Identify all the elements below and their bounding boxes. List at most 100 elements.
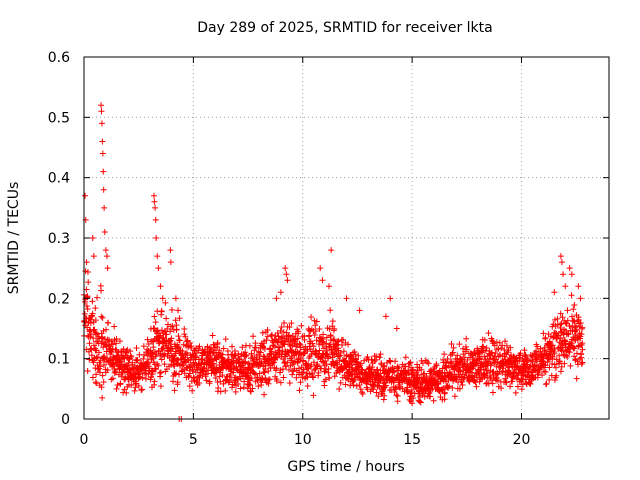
y-axis-label: SRMTID / TECUs — [6, 182, 22, 295]
data-point — [152, 366, 159, 373]
data-point — [373, 353, 380, 360]
data-point — [161, 361, 168, 368]
data-point — [114, 381, 121, 388]
data-point — [273, 377, 280, 384]
data-point — [301, 336, 308, 343]
data-point — [410, 370, 417, 377]
data-point — [217, 378, 224, 385]
data-point — [256, 352, 263, 359]
data-point — [151, 198, 158, 205]
data-point — [190, 374, 197, 381]
data-point — [553, 356, 560, 363]
data-point — [101, 228, 108, 235]
data-point — [419, 360, 426, 367]
data-point — [308, 351, 315, 358]
data-point — [387, 295, 394, 302]
data-point — [140, 343, 147, 350]
data-point — [138, 387, 145, 394]
data-point — [333, 365, 340, 372]
data-point — [158, 327, 165, 334]
data-point — [281, 320, 288, 327]
data-point — [540, 330, 547, 337]
data-point — [228, 377, 234, 384]
data-point — [187, 363, 194, 370]
data-point — [286, 341, 293, 348]
data-point — [157, 373, 164, 380]
data-point — [523, 355, 530, 362]
data-point — [133, 357, 140, 364]
data-point — [258, 359, 265, 366]
data-point — [90, 253, 97, 260]
data-point — [306, 327, 313, 334]
data-point — [93, 354, 100, 361]
data-point — [561, 337, 568, 344]
data-point — [506, 370, 513, 377]
data-point — [397, 385, 404, 392]
data-point — [102, 247, 109, 254]
data-point — [374, 366, 381, 373]
data-point — [100, 362, 107, 369]
data-point — [379, 388, 386, 395]
data-point — [312, 322, 319, 329]
data-point — [492, 359, 499, 366]
data-point — [230, 359, 237, 366]
data-point — [318, 365, 325, 372]
data-point — [144, 336, 151, 343]
data-point — [472, 379, 479, 386]
data-point — [518, 386, 525, 393]
data-point — [151, 381, 158, 388]
data-point — [441, 351, 448, 358]
data-point — [151, 378, 158, 385]
data-point — [87, 327, 94, 334]
data-point — [396, 383, 403, 390]
data-point — [92, 305, 99, 312]
data-point — [241, 358, 248, 365]
data-point — [97, 363, 104, 370]
data-point — [454, 360, 461, 367]
data-point — [280, 329, 287, 336]
data-point — [173, 370, 180, 377]
data-point — [97, 369, 104, 376]
data-point — [294, 335, 301, 342]
data-point — [262, 366, 269, 373]
data-point — [534, 374, 541, 381]
data-point — [331, 373, 338, 380]
data-point — [310, 392, 317, 399]
y-tick-label: 0.3 — [48, 231, 70, 247]
data-point — [410, 395, 417, 402]
data-point — [140, 355, 147, 362]
data-point — [91, 326, 98, 333]
data-point — [353, 382, 360, 389]
data-point — [90, 342, 97, 349]
data-point — [422, 357, 429, 364]
data-point — [549, 342, 556, 349]
data-point — [297, 344, 304, 351]
data-point — [230, 369, 237, 376]
data-point — [196, 380, 203, 387]
data-point — [164, 325, 171, 332]
data-point — [393, 325, 400, 332]
data-point — [524, 357, 531, 364]
data-point — [105, 319, 112, 326]
data-point — [152, 365, 159, 372]
data-point — [203, 377, 210, 384]
data-point — [266, 376, 273, 383]
data-point — [566, 322, 573, 329]
data-point — [509, 378, 516, 385]
data-point — [304, 383, 311, 390]
data-point — [323, 340, 330, 347]
data-point — [377, 351, 384, 358]
data-point — [425, 360, 432, 367]
data-point — [558, 259, 565, 266]
data-point — [214, 339, 221, 346]
data-point — [507, 383, 514, 390]
data-point — [149, 350, 156, 357]
data-point — [347, 352, 354, 359]
data-point — [449, 384, 456, 391]
data-point — [311, 331, 318, 338]
data-point — [308, 361, 315, 368]
data-point — [256, 355, 263, 362]
data-point — [350, 382, 357, 389]
data-point — [152, 204, 159, 211]
data-point — [249, 385, 256, 392]
